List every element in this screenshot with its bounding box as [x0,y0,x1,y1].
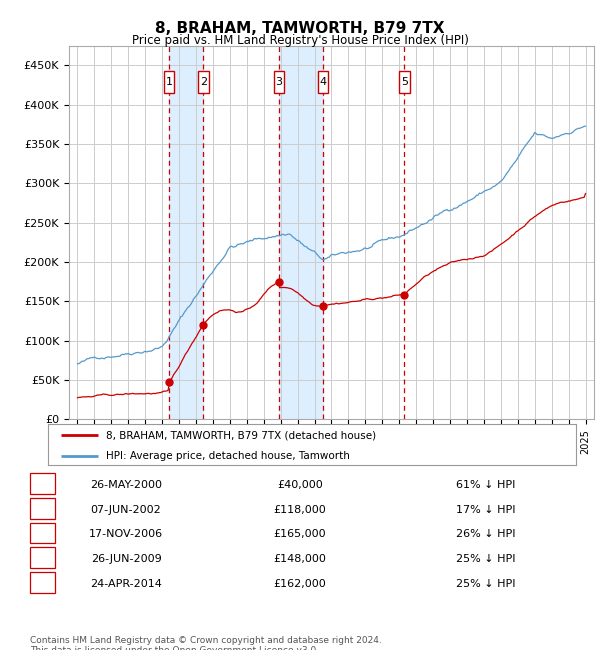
Text: 26-JUN-2009: 26-JUN-2009 [91,554,161,564]
Text: Price paid vs. HM Land Registry's House Price Index (HPI): Price paid vs. HM Land Registry's House … [131,34,469,47]
Text: 1: 1 [166,77,172,86]
Text: Contains HM Land Registry data © Crown copyright and database right 2024.
This d: Contains HM Land Registry data © Crown c… [30,636,382,650]
Text: £118,000: £118,000 [274,504,326,515]
Text: 17% ↓ HPI: 17% ↓ HPI [456,504,515,515]
Text: 1: 1 [39,480,46,490]
Text: 4: 4 [319,77,326,86]
Text: 3: 3 [275,77,282,86]
FancyBboxPatch shape [274,71,284,93]
Text: 2: 2 [39,504,46,515]
FancyBboxPatch shape [318,71,328,93]
Text: 07-JUN-2002: 07-JUN-2002 [91,504,161,515]
Text: 8, BRAHAM, TAMWORTH, B79 7TX (detached house): 8, BRAHAM, TAMWORTH, B79 7TX (detached h… [106,430,376,440]
Text: 61% ↓ HPI: 61% ↓ HPI [456,480,515,490]
Text: 2: 2 [200,77,207,86]
Text: 5: 5 [401,77,408,86]
Text: 25% ↓ HPI: 25% ↓ HPI [456,554,515,564]
Text: £40,000: £40,000 [277,480,323,490]
Text: £148,000: £148,000 [274,554,326,564]
Text: 8, BRAHAM, TAMWORTH, B79 7TX: 8, BRAHAM, TAMWORTH, B79 7TX [155,21,445,36]
Text: 4: 4 [39,554,46,564]
Text: 17-NOV-2006: 17-NOV-2006 [89,529,163,539]
FancyBboxPatch shape [400,71,410,93]
Text: 24-APR-2014: 24-APR-2014 [90,578,162,589]
Text: £165,000: £165,000 [274,529,326,539]
FancyBboxPatch shape [199,71,209,93]
Text: 26-MAY-2000: 26-MAY-2000 [90,480,162,490]
Text: 26% ↓ HPI: 26% ↓ HPI [456,529,515,539]
Text: 25% ↓ HPI: 25% ↓ HPI [456,578,515,589]
Text: HPI: Average price, detached house, Tamworth: HPI: Average price, detached house, Tamw… [106,451,350,461]
Bar [169,46,203,419]
Text: £162,000: £162,000 [274,578,326,589]
FancyBboxPatch shape [164,71,174,93]
Text: 3: 3 [39,529,46,539]
Text: 5: 5 [39,578,46,589]
Bar [278,46,323,419]
